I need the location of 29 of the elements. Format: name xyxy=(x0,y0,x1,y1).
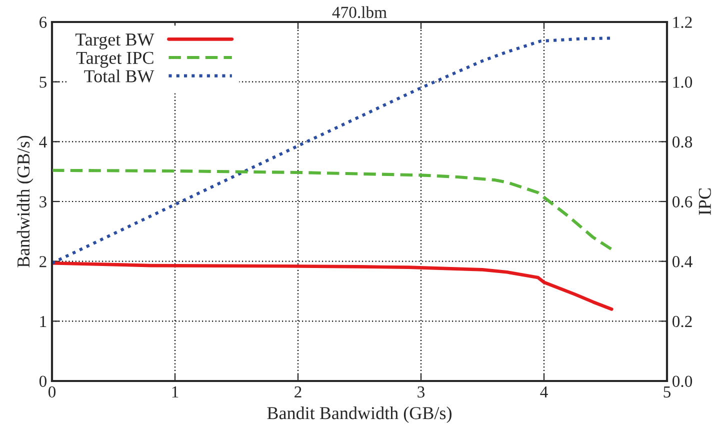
y-tick-label: 2 xyxy=(40,256,46,268)
y-tick-label: 4 xyxy=(39,136,47,148)
y2-tick-label: 1.2 xyxy=(673,16,692,28)
y-tick-label: 0 xyxy=(39,376,47,387)
chart-title: 470.lbm xyxy=(332,6,387,18)
x-tick-label: 3 xyxy=(418,386,425,398)
legend-label: Target BW xyxy=(75,34,154,50)
y-tick-label: 6 xyxy=(40,16,47,28)
x-tick-label: 2 xyxy=(294,386,302,398)
x-tick-label: 5 xyxy=(664,386,671,398)
legend-label: Total BW xyxy=(84,70,154,82)
y2-tick-label: 0.2 xyxy=(672,316,692,328)
y2-axis-title: IPC xyxy=(698,188,711,215)
x-tick-label: 0 xyxy=(48,386,56,398)
y2-tick-label: 0.4 xyxy=(672,256,692,268)
y2-tick-label: 0.6 xyxy=(672,196,692,208)
y-tick-label: 1 xyxy=(40,316,46,327)
x-tick-label: 1 xyxy=(172,386,178,398)
y2-tick-label: 0.0 xyxy=(672,376,692,388)
legend-label: Target IPC xyxy=(76,52,154,68)
line-series xyxy=(52,168,614,251)
y-tick-label: 3 xyxy=(40,196,46,208)
y2-tick-label: 0.8 xyxy=(672,136,692,148)
x-axis-title: Bandit Bandwidth (GB/s) xyxy=(267,406,452,423)
y-axis-title: Bandwidth (GB/s) xyxy=(16,136,34,268)
line-series xyxy=(52,261,614,311)
y2-tick-label: 1.0 xyxy=(673,76,692,88)
y-tick-label: 5 xyxy=(40,76,46,88)
x-tick-label: 4 xyxy=(540,386,548,398)
